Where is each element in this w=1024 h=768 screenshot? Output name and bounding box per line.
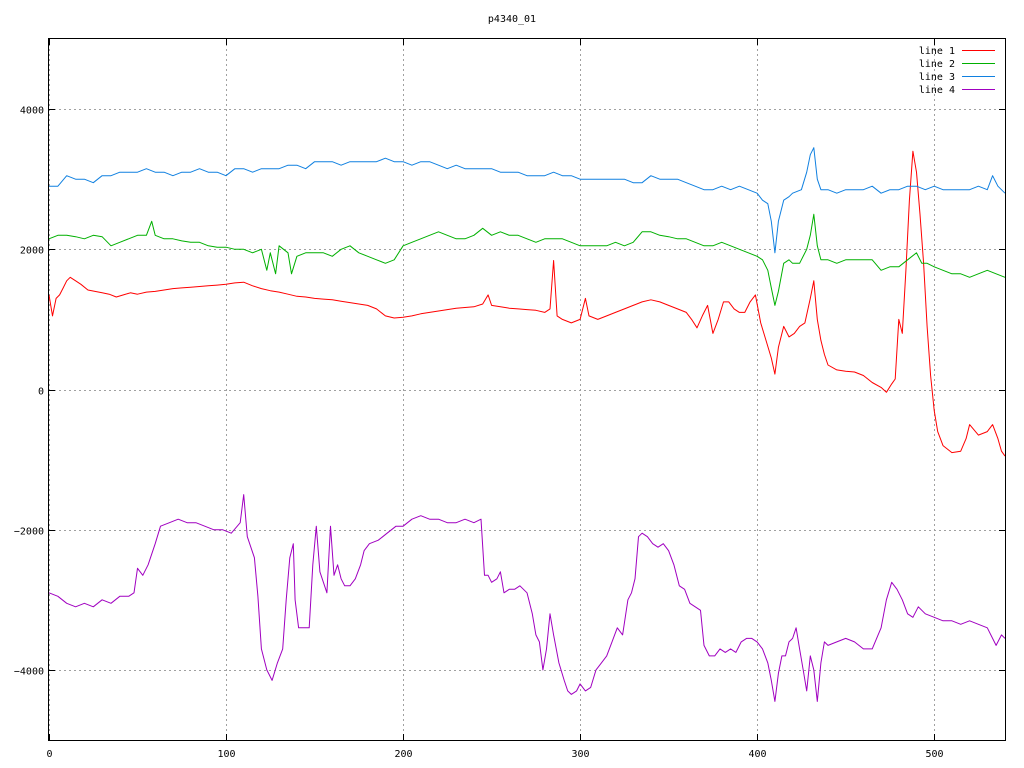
grid (49, 39, 1005, 740)
y-tick-label: −4000 (14, 667, 44, 678)
x-tick-label: 0 (46, 749, 52, 760)
chart-title: p4340_01 (488, 14, 536, 25)
y-tick-label: 0 (38, 387, 44, 398)
series-line-2 (48, 213, 1006, 306)
series-line-3 (49, 147, 1006, 254)
x-tick-label: 100 (217, 749, 235, 760)
y-tick-label: −2000 (14, 527, 44, 538)
axis-ticks (49, 39, 1005, 740)
x-tick-label: 400 (748, 749, 766, 760)
y-tick-label: 4000 (20, 106, 44, 117)
series-line-4 (48, 494, 1006, 702)
legend-label: line 4 (919, 85, 955, 96)
legend-label: line 1 (919, 46, 955, 57)
plot-frame (48, 38, 1006, 741)
x-tick-label: 200 (394, 749, 412, 760)
series-line-1 (48, 150, 1006, 457)
y-tick-label: 2000 (20, 246, 44, 257)
legend-label: line 3 (919, 72, 955, 83)
x-tick-label: 300 (571, 749, 589, 760)
x-tick-label: 500 (925, 749, 943, 760)
legend: line 1 line 2 line 3 line 4 (919, 46, 995, 96)
legend-label: line 2 (919, 59, 955, 70)
axis-tick-labels: 0 100 200 300 400 500 −4000 −2000 0 2000 4000 (14, 106, 944, 761)
plot-area (48, 147, 1006, 702)
